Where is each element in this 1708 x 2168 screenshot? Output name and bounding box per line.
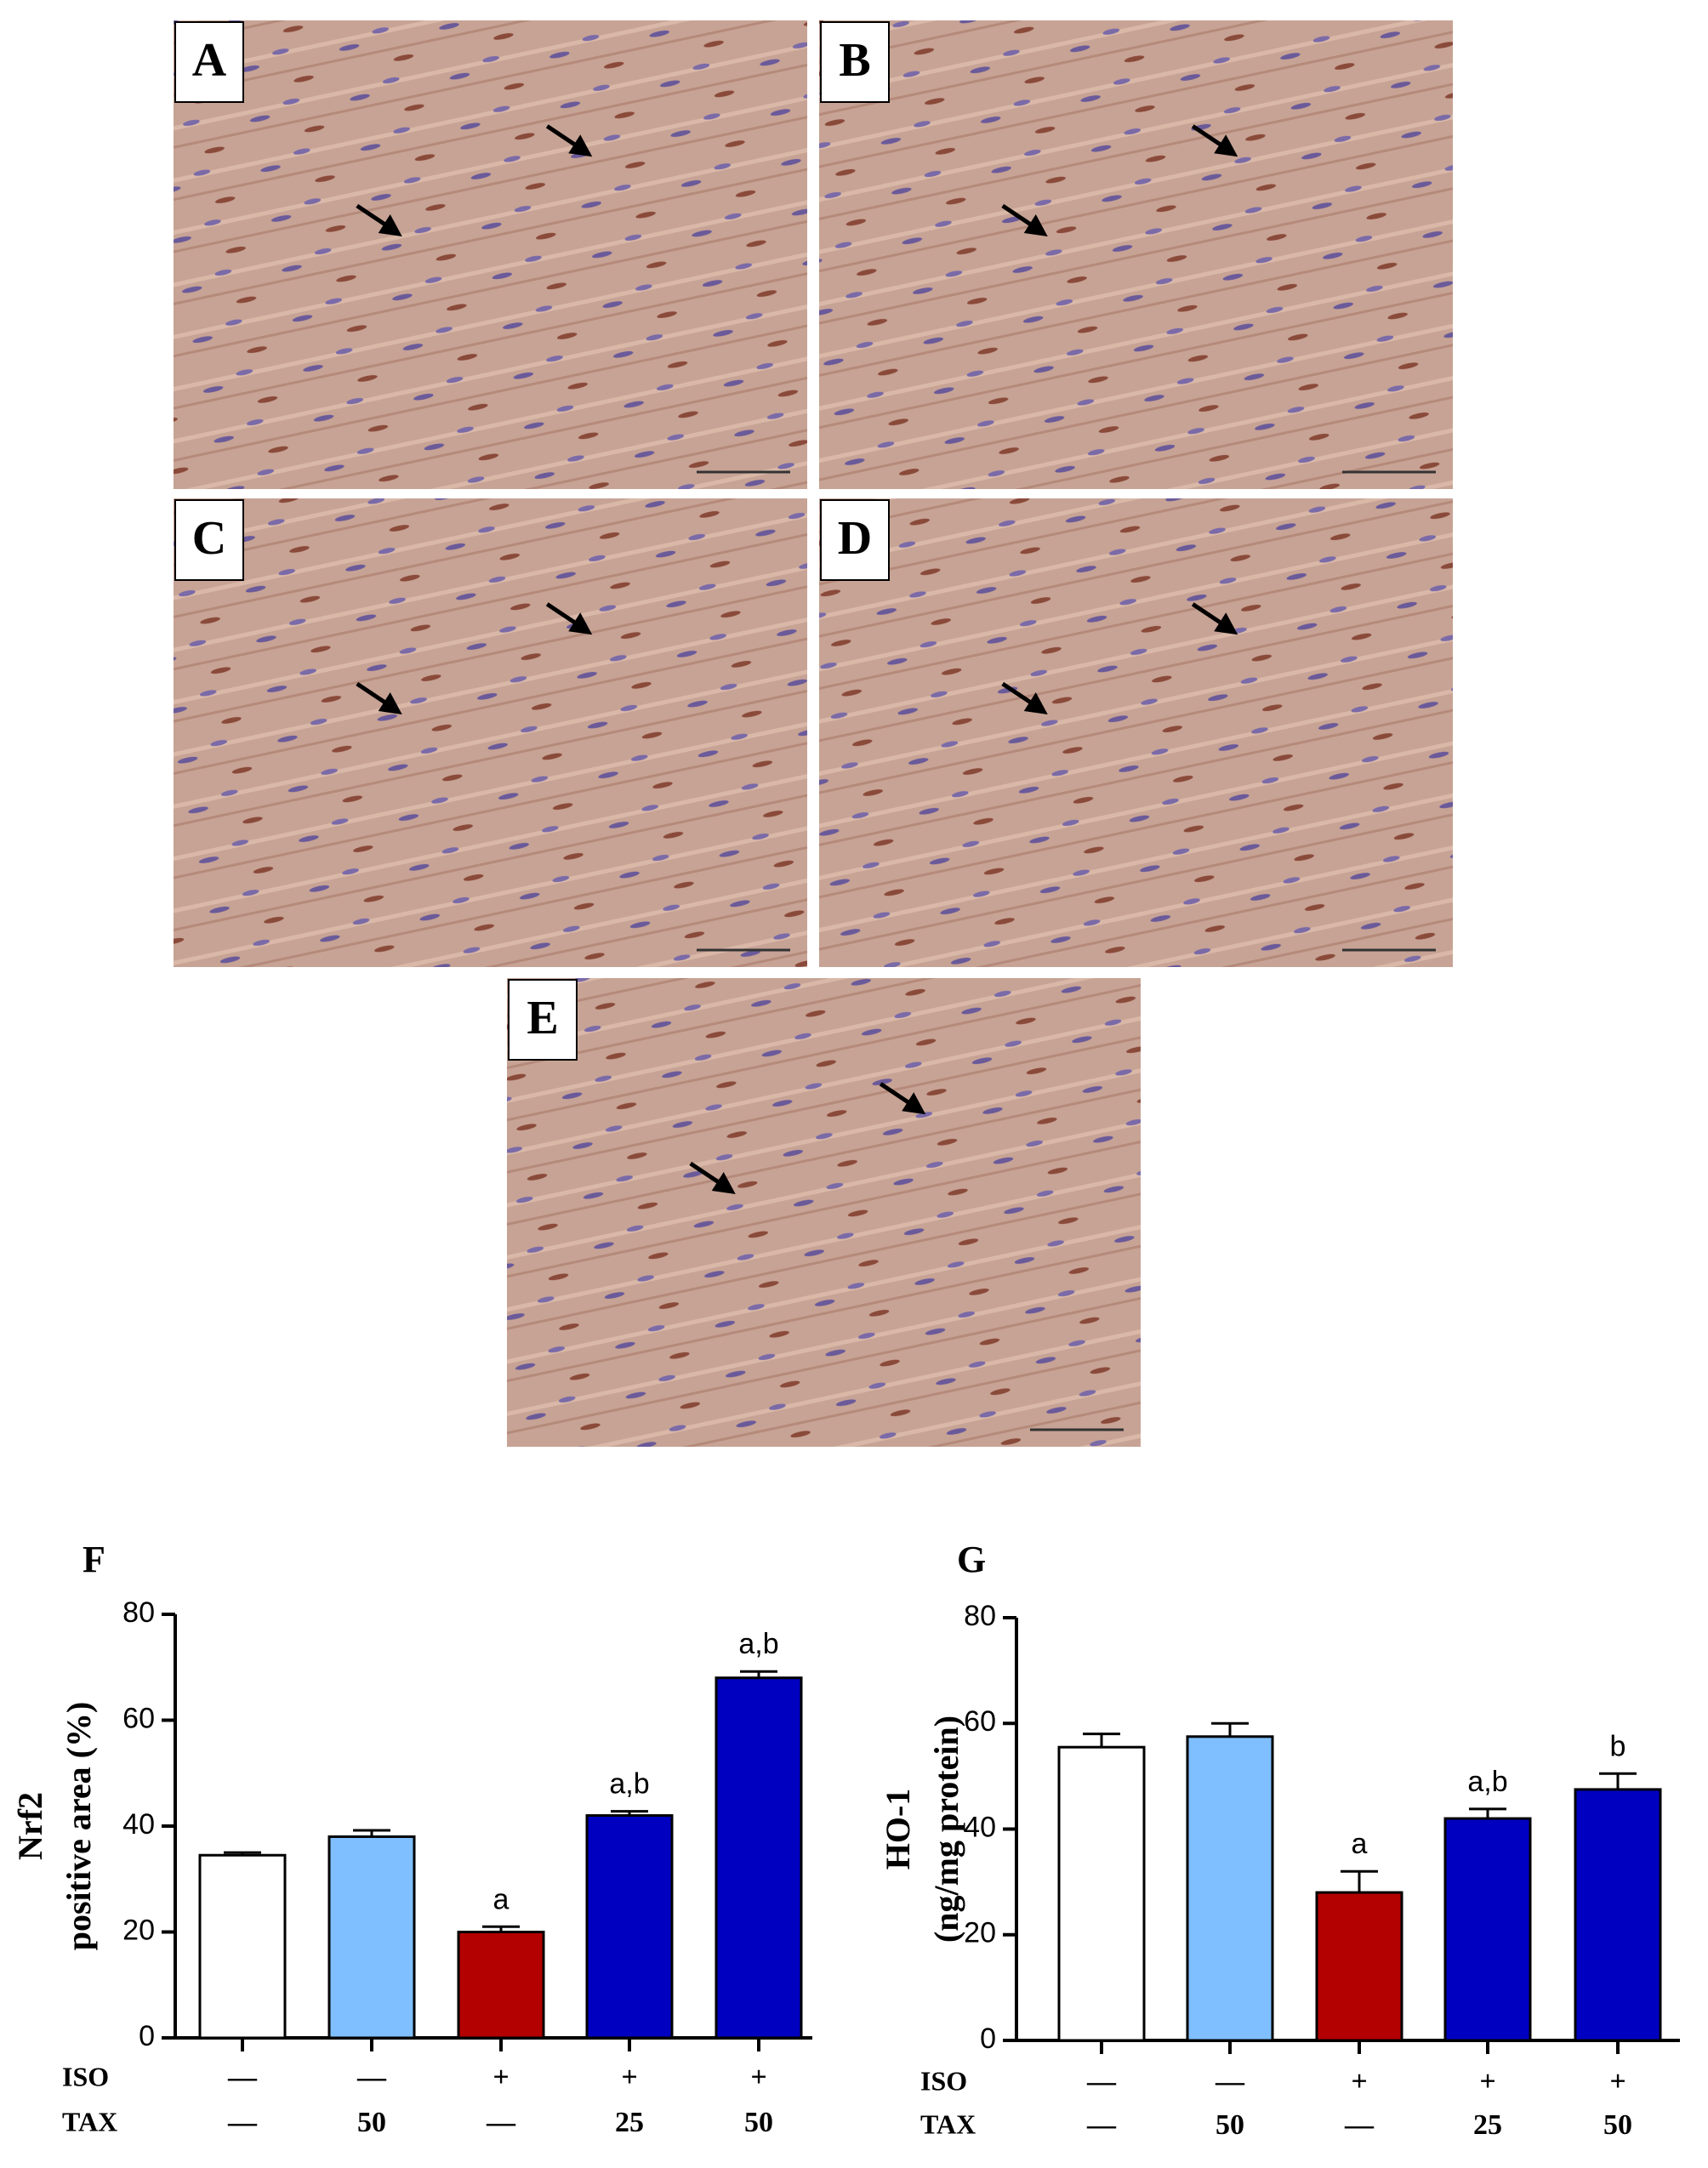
arrow-head	[568, 612, 593, 635]
panel-label: F	[83, 1539, 105, 1580]
y-axis-label: positive area (%)	[60, 1702, 98, 1951]
treatment-value: 25	[615, 2107, 644, 2138]
value-label: a,b	[1467, 1766, 1507, 1798]
arrow-head	[568, 134, 593, 157]
micrograph	[507, 978, 1141, 1447]
bar	[1057, 1745, 1146, 2042]
arrow-head	[378, 691, 402, 714]
treatment-value: —	[227, 2107, 258, 2138]
treatment-value: +	[1351, 2066, 1367, 2097]
row-label: ISO	[62, 2061, 109, 2091]
bar	[198, 1853, 287, 2040]
label-box	[820, 499, 890, 581]
panel-label: G	[957, 1539, 986, 1580]
micrograph	[174, 20, 807, 489]
row-label: TAX	[920, 2108, 976, 2139]
y-tick-label: 0	[139, 2020, 155, 2052]
arrow-head	[1214, 134, 1238, 157]
y-tick-label: 40	[122, 1808, 155, 1841]
bar	[327, 1835, 416, 2040]
y-tick-label: 40	[964, 1811, 996, 1843]
treatment-value: +	[621, 2062, 637, 2093]
y-axis-label: (ng/mg protein)	[927, 1716, 965, 1943]
y-tick-label: 0	[980, 2023, 996, 2055]
arrow-head	[378, 213, 402, 236]
micrograph	[819, 20, 1453, 489]
panel-label: C	[192, 512, 226, 565]
label-box	[508, 979, 578, 1061]
value-label: a,b	[609, 1768, 649, 1801]
bar	[1443, 1817, 1532, 2042]
value-label: a	[1352, 1828, 1368, 1860]
treatment-value: 50	[357, 2107, 386, 2138]
value-label: b	[1610, 1730, 1626, 1762]
bar	[1186, 1735, 1274, 2042]
treatment-value: 50	[1216, 2109, 1244, 2141]
micrograph	[819, 498, 1453, 967]
treatment-value: +	[1479, 2066, 1495, 2097]
treatment-value: —	[227, 2062, 258, 2093]
label-box	[820, 21, 890, 103]
treatment-value: +	[492, 2062, 509, 2093]
label-box	[174, 21, 244, 103]
arrow-head	[1023, 691, 1048, 714]
y-axis-label: Nrf2	[11, 1792, 49, 1860]
treatment-value: —	[356, 2062, 387, 2093]
bar	[457, 1931, 545, 2040]
arrow-head	[1214, 612, 1238, 635]
treatment-value: +	[1609, 2066, 1625, 2097]
treatment-value: —	[1215, 2066, 1245, 2097]
y-tick-label: 20	[122, 1914, 155, 1946]
bar	[585, 1814, 674, 2040]
arrow-head	[1023, 213, 1048, 236]
bar	[1574, 1788, 1662, 2042]
y-tick-label: 60	[964, 1705, 996, 1738]
treatment-value: —	[1086, 2066, 1117, 2097]
label-box	[174, 499, 244, 581]
treatment-value: —	[1086, 2109, 1117, 2141]
bar	[715, 1676, 803, 2040]
row-label: ISO	[920, 2065, 967, 2096]
bar	[1315, 1891, 1403, 2042]
treatment-value: 50	[744, 2107, 773, 2138]
micrograph	[174, 498, 807, 967]
treatment-value: 25	[1473, 2109, 1502, 2141]
arrow-head	[902, 1092, 926, 1115]
panel-label: A	[192, 34, 227, 87]
panel-label: D	[838, 512, 872, 565]
y-tick-label: 80	[964, 1600, 996, 1632]
panel-label: E	[527, 992, 558, 1044]
arrow-head	[711, 1171, 736, 1194]
y-tick-label: 60	[122, 1702, 155, 1734]
treatment-value: —	[486, 2107, 516, 2138]
row-label: TAX	[62, 2106, 117, 2137]
panel-label: B	[839, 34, 870, 87]
y-tick-label: 20	[964, 1917, 996, 1949]
treatment-value: —	[1344, 2109, 1375, 2141]
value-label: a	[493, 1883, 510, 1915]
value-label: a,b	[738, 1628, 778, 1660]
treatment-value: +	[750, 2062, 766, 2093]
treatment-value: 50	[1603, 2109, 1632, 2141]
y-axis-label: HO-1	[879, 1789, 917, 1870]
y-tick-label: 80	[122, 1596, 155, 1629]
